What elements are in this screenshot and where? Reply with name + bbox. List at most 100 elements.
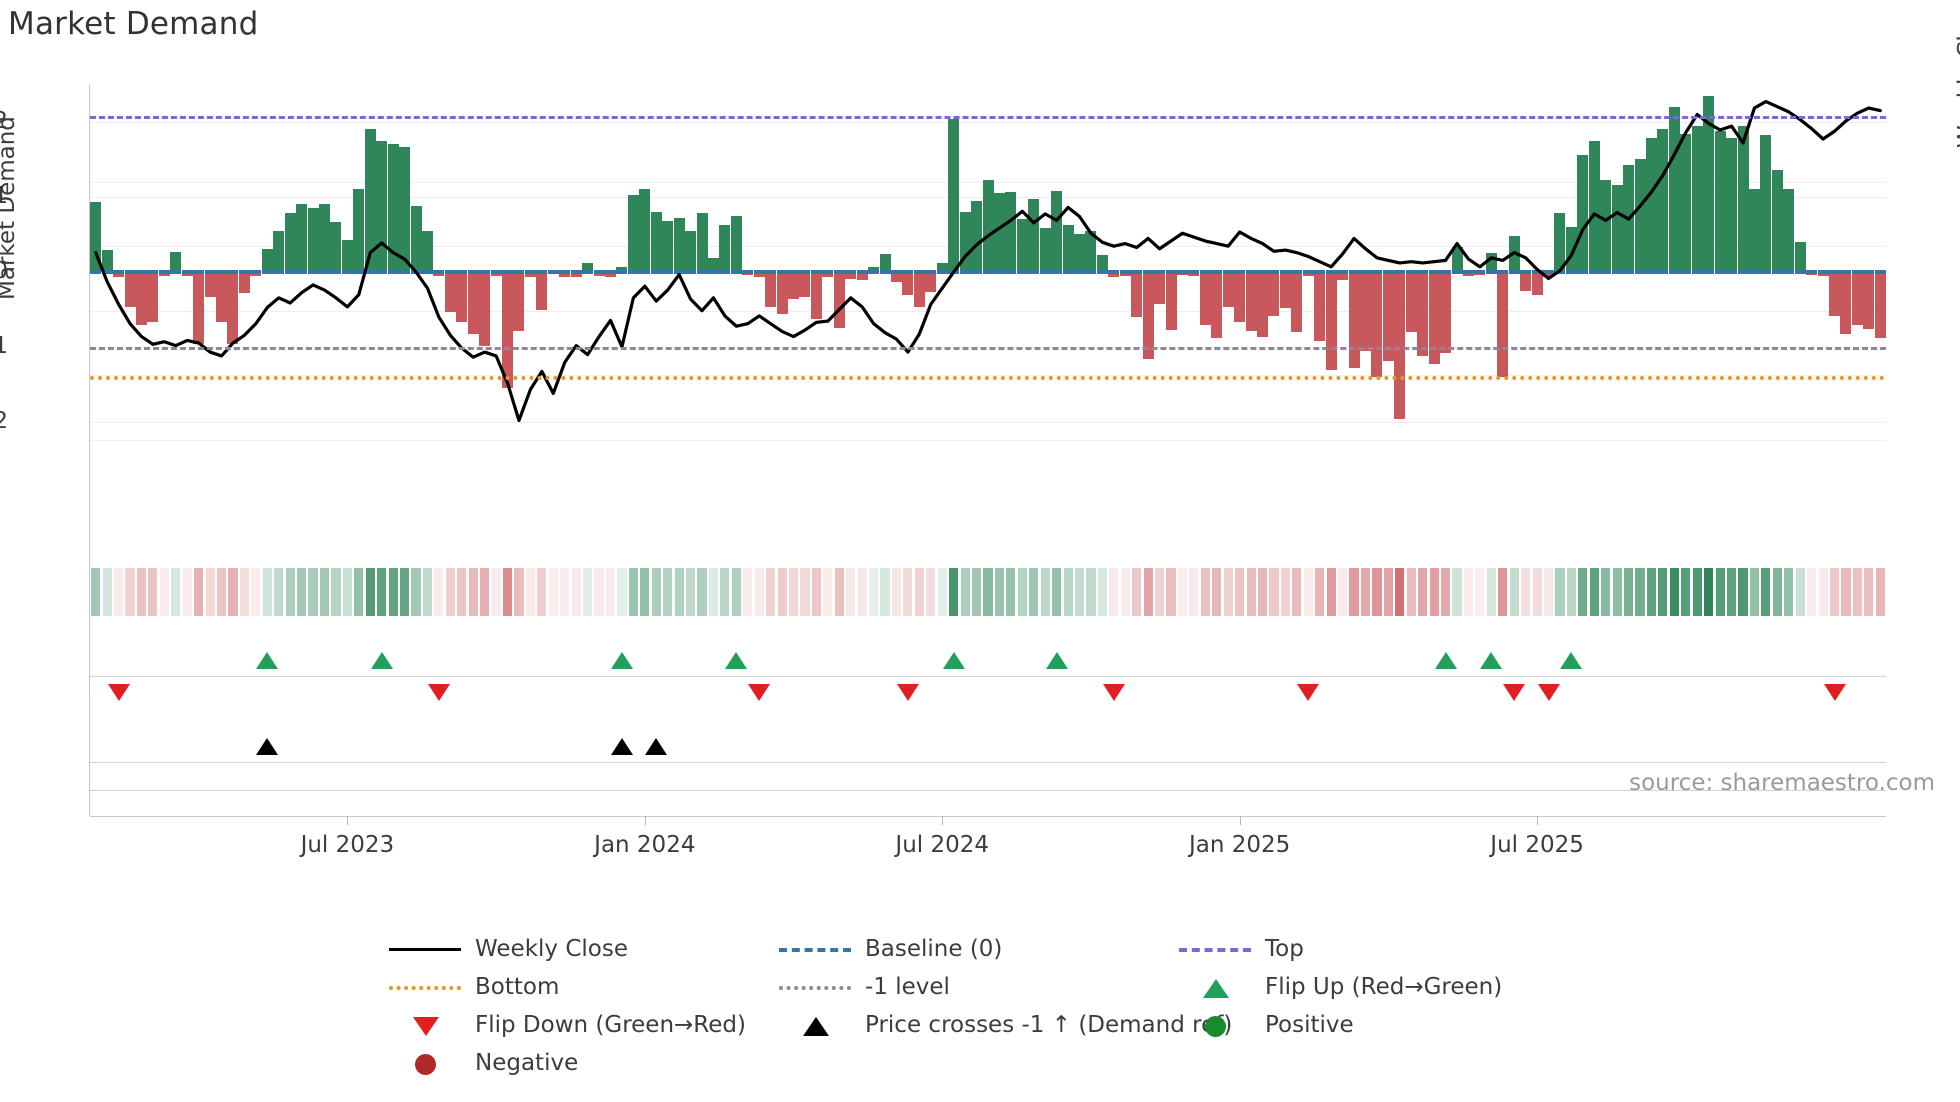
intensity-cell — [1200, 568, 1210, 616]
baseline-stub — [547, 270, 559, 274]
intensity-cell — [1749, 568, 1759, 616]
legend-baseline[interactable]: Baseline (0) — [775, 930, 1002, 968]
baseline-stub — [216, 270, 228, 274]
circle-key — [1175, 1006, 1255, 1044]
intensity-cell — [937, 568, 947, 616]
baseline-stub — [879, 270, 891, 274]
intensity-cell — [1498, 568, 1508, 616]
legend-label: Positive — [1265, 1012, 1354, 1038]
baseline-stub — [90, 270, 102, 274]
intensity-cell — [297, 568, 307, 616]
intensity-cell — [685, 568, 696, 616]
baseline-stub — [341, 270, 353, 274]
baseline-stub — [536, 270, 548, 274]
demand-bar — [948, 118, 960, 272]
baseline-stub — [399, 270, 411, 274]
demand-bar — [1760, 135, 1772, 272]
baseline-stub — [1611, 270, 1623, 274]
demand-bar — [696, 213, 708, 272]
gridline — [90, 121, 1886, 123]
intensity-cell — [1155, 568, 1165, 616]
baseline-stub — [387, 270, 399, 274]
demand-bar — [833, 272, 845, 328]
baseline-stub — [582, 270, 594, 274]
demand-bar — [765, 272, 777, 308]
intensity-cell — [1486, 568, 1496, 616]
intensity-cell — [114, 568, 124, 616]
demand-bar — [193, 272, 205, 345]
legend-price-crosses[interactable]: Price crosses -1 ↑ (Demand ref) — [775, 1006, 1232, 1044]
demand-bars — [90, 88, 1886, 456]
intensity-cell — [319, 568, 330, 616]
intensity-cell — [1532, 568, 1542, 616]
legend-bottom[interactable]: Bottom — [385, 968, 559, 1006]
flip-down-marker — [1102, 684, 1125, 701]
demand-bar — [1771, 169, 1783, 272]
intensity-cell — [1006, 568, 1016, 616]
demand-bar — [1520, 272, 1532, 291]
baseline-stub — [1668, 270, 1680, 274]
baseline-stub — [296, 270, 308, 274]
legend-negative[interactable]: Negative — [385, 1044, 578, 1082]
intensity-cell — [560, 568, 570, 616]
demand-bar — [1680, 133, 1692, 272]
triangle-down-icon — [413, 1017, 439, 1036]
intensity-cell — [1280, 568, 1290, 616]
legend-neg1-level[interactable]: -1 level — [775, 968, 950, 1006]
baseline-stub — [845, 270, 857, 274]
baseline-stub — [1485, 270, 1497, 274]
intensity-cell — [971, 568, 982, 616]
demand-bar — [1611, 184, 1623, 272]
demand-bar — [1005, 192, 1017, 272]
legend-flip-up[interactable]: Flip Up (Red→Green) — [1175, 968, 1502, 1006]
triangle-up-black-key — [775, 1006, 855, 1044]
intensity-cell — [1406, 568, 1416, 616]
baseline-stub — [1154, 270, 1166, 274]
demand-bar — [364, 129, 376, 272]
legend-label: Baseline (0) — [865, 936, 1003, 962]
baseline-stub — [639, 270, 651, 274]
x-tick-mark — [347, 816, 349, 825]
baseline-stub — [1462, 270, 1474, 274]
flip-down-marker — [1297, 684, 1320, 701]
baseline-stub — [822, 270, 834, 274]
demand-bar — [1245, 272, 1257, 331]
baseline-stub — [1314, 270, 1326, 274]
baseline-stub — [1829, 270, 1841, 274]
demand-bar — [788, 272, 800, 300]
baseline-stub — [1851, 270, 1863, 274]
baseline-stub — [1176, 270, 1188, 274]
legend-weekly-close[interactable]: Weekly Close — [385, 930, 628, 968]
intensity-cell — [743, 568, 753, 616]
demand-bar — [1016, 219, 1028, 272]
flip-down-marker — [1537, 684, 1560, 701]
weekly-close-line — [90, 88, 1886, 456]
baseline-stub — [1520, 270, 1532, 274]
dashed-line-key — [775, 930, 855, 968]
intensity-cell — [354, 568, 364, 616]
demand-intensity-strip — [90, 568, 1886, 616]
y-tick-label: 0 — [0, 258, 8, 284]
intensity-cell — [617, 568, 627, 616]
demand-bar — [341, 240, 353, 272]
baseline-stub — [1726, 270, 1738, 274]
intensity-cell — [571, 568, 581, 616]
circle-marker-icon — [415, 1054, 436, 1075]
neg1-line — [90, 347, 1886, 351]
baseline-stub — [1771, 270, 1783, 274]
legend-top[interactable]: Top — [1175, 930, 1304, 968]
intensity-cell — [1315, 568, 1325, 616]
demand-bar — [353, 189, 365, 272]
intensity-cell — [1646, 568, 1657, 616]
demand-bar — [1360, 272, 1371, 351]
baseline-stub — [261, 270, 273, 274]
intensity-cell — [400, 568, 410, 616]
intensity-cell — [1635, 568, 1645, 616]
demand-bar — [296, 204, 308, 272]
intensity-cell — [342, 568, 352, 616]
legend-positive[interactable]: Positive — [1175, 1006, 1354, 1044]
intensity-cell — [960, 568, 970, 616]
x-tick-label: Jan 2025 — [1189, 832, 1291, 858]
demand-bar — [456, 272, 468, 322]
legend-flip-down[interactable]: Flip Down (Green→Red) — [385, 1006, 746, 1044]
